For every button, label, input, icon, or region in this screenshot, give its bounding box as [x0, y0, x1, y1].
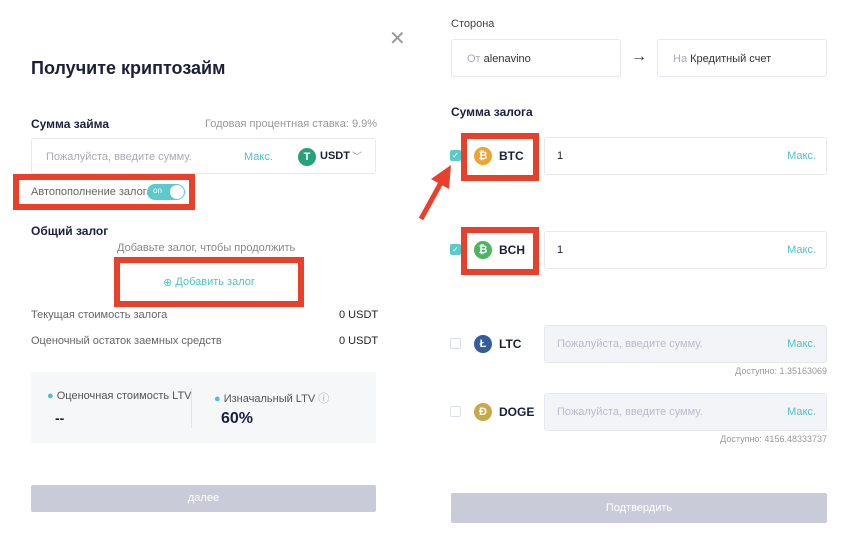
loan-label: Сумма займа — [31, 117, 110, 131]
coin-symbol: LTC — [499, 337, 522, 351]
doge-icon: Ð — [474, 403, 492, 421]
btc-icon: ₿ — [474, 147, 492, 165]
coin-symbol: BCH — [499, 243, 525, 257]
collateral-title: Общий залог — [31, 224, 109, 238]
info-icon[interactable]: ⓘ — [318, 393, 330, 405]
annotation-arrow — [415, 165, 455, 225]
max-button[interactable]: Макс. — [787, 244, 816, 256]
loan-amount-input[interactable]: Пожалуйста, введите сумму. Макс. T USDT … — [31, 138, 376, 174]
current-value-label: Текущая стоимость залога — [31, 309, 168, 321]
side-label: Сторона — [451, 18, 495, 30]
bch-icon: ₿ — [474, 241, 492, 259]
coin-symbol: BTC — [499, 149, 524, 163]
rate-value: 9.9% — [351, 118, 378, 130]
highlight-auto — [13, 174, 195, 210]
from-value: alenavino — [483, 53, 531, 65]
from-prefix: От — [467, 53, 481, 65]
ltv-est-value: -- — [55, 410, 65, 426]
remaining-label: Оценочный остаток заемных средств — [31, 335, 222, 347]
from-account[interactable]: От alenavino — [451, 39, 621, 77]
collateral-amount-title: Сумма залога — [451, 105, 533, 119]
close-icon[interactable]: ✕ — [389, 28, 406, 50]
chevron-down-icon[interactable]: ﹀ — [352, 152, 362, 163]
auto-topup-label: Автопополнение залога — [31, 186, 153, 198]
add-collateral-label: Добавить залог — [175, 276, 255, 288]
arrow-right-icon: → — [631, 48, 647, 65]
rate-label: Годовая процентная ставка: — [205, 118, 349, 130]
to-account[interactable]: На Кредитный счет — [657, 39, 827, 77]
next-button[interactable]: далее — [31, 485, 376, 512]
ltv-panel: ● Оценочная стоимость LTV -- ● Изначальн… — [31, 372, 376, 443]
coin-symbol: DOGE — [499, 405, 535, 419]
ltv-init-value: 60% — [221, 410, 254, 427]
amount-placeholder: Пожалуйста, введите сумму. — [557, 406, 703, 418]
max-button[interactable]: Макс. — [244, 151, 273, 163]
usdt-icon: T — [298, 148, 316, 166]
amount-placeholder: Пожалуйста, введите сумму. — [46, 151, 192, 163]
currency-select[interactable]: USDT — [320, 150, 350, 162]
coin-checkbox[interactable] — [450, 338, 461, 349]
to-prefix: На — [673, 53, 688, 65]
available-balance: Доступно: 1.35163069 — [735, 366, 827, 376]
amount-value: 1 — [557, 244, 564, 256]
max-button[interactable]: Макс. — [787, 338, 816, 350]
ltv-est-label: Оценочная стоимость LTV — [56, 390, 192, 402]
coin-amount-input[interactable]: 1 Макс. — [544, 231, 827, 269]
plus-circle-icon: ⊕ — [163, 276, 176, 289]
collateral-hint: Добавьте залог, чтобы продолжить — [117, 242, 296, 254]
max-button[interactable]: Макс. — [787, 406, 816, 418]
ltv-init-label: Изначальный LTV — [223, 393, 316, 405]
highlight-btc — [461, 133, 539, 181]
coin-amount-input[interactable]: Пожалуйста, введите сумму. Макс. — [544, 393, 827, 431]
ltc-icon: Ł — [474, 335, 492, 353]
coin-checkbox[interactable] — [450, 406, 461, 417]
highlight-bch — [461, 227, 539, 275]
remaining-value: 0 USDT — [339, 335, 379, 347]
coin-amount-input[interactable]: 1 Макс. — [544, 137, 827, 175]
available-balance: Доступно: 4156.48333737 — [720, 434, 827, 444]
confirm-button[interactable]: Подтвердить — [451, 493, 827, 523]
add-collateral-button[interactable]: ⊕ Добавить залог — [114, 257, 304, 307]
coin-checkbox[interactable]: ✓ — [450, 150, 461, 161]
current-value: 0 USDT — [339, 309, 379, 321]
max-button[interactable]: Макс. — [787, 150, 816, 162]
toggle-state: on — [153, 186, 162, 195]
page-title: Получите криптозайм — [31, 58, 226, 78]
amount-value: 1 — [557, 150, 564, 162]
amount-placeholder: Пожалуйста, введите сумму. — [557, 338, 703, 350]
coin-checkbox[interactable]: ✓ — [450, 244, 461, 255]
to-value: Кредитный счет — [690, 53, 772, 65]
coin-amount-input[interactable]: Пожалуйста, введите сумму. Макс. — [544, 325, 827, 363]
auto-topup-toggle[interactable]: on — [147, 184, 185, 200]
